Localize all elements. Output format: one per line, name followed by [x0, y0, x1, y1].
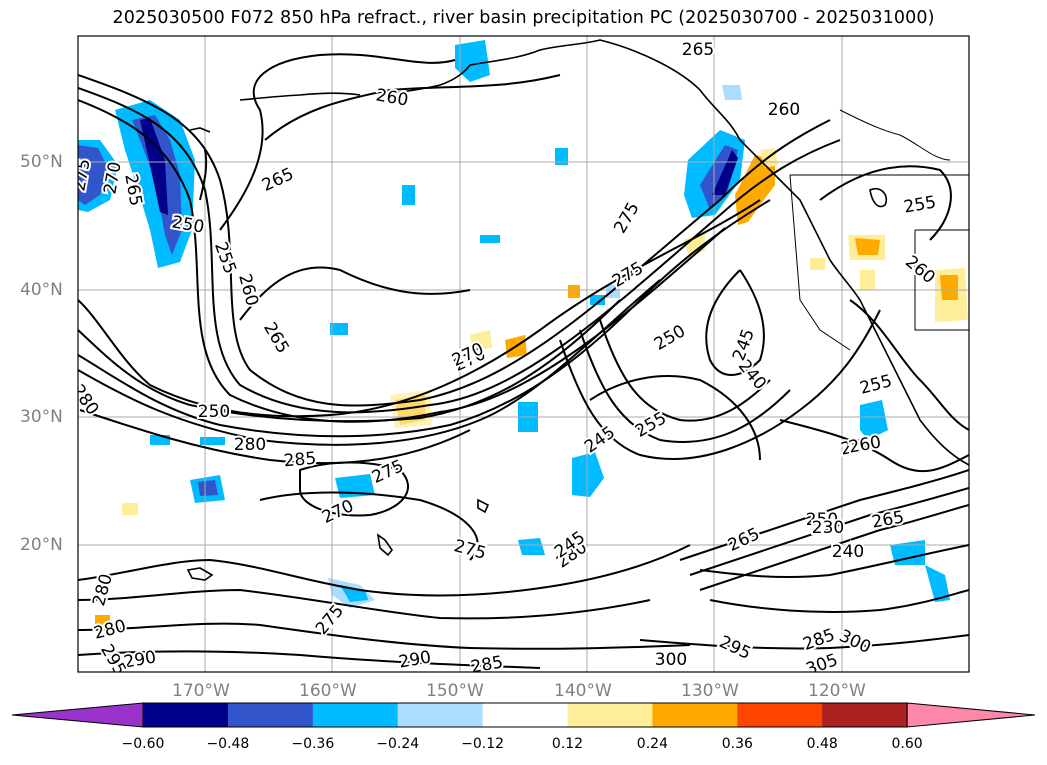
lon-label-150w: 150°W — [426, 681, 484, 701]
colorbar-tick-label: −0.48 — [206, 736, 250, 752]
lon-label-120w: 120°W — [808, 681, 866, 701]
colorbar-cell — [822, 703, 908, 727]
contour-label: 280 — [234, 435, 266, 455]
colorbar-tick-label: 0.48 — [806, 736, 838, 752]
colorbar-cell — [482, 703, 568, 727]
colorbar-cell — [143, 703, 229, 727]
contour-label: 250 — [198, 402, 230, 422]
lat-label-50n: 50°N — [20, 152, 63, 172]
contour-label: 240 — [832, 542, 864, 562]
colorbar-cell — [652, 703, 738, 727]
colorbar-tick-label: −0.36 — [291, 736, 335, 752]
colorbar-tick-label: −0.12 — [461, 736, 505, 752]
colorbar-tick-label: 0.60 — [891, 736, 923, 752]
lat-label-40n: 40°N — [20, 280, 63, 300]
contour-label: 300 — [655, 650, 687, 670]
colorbar-tick-label: 0.12 — [551, 736, 584, 752]
colorbar-cell — [312, 703, 399, 727]
coastlines — [186, 39, 969, 581]
lon-label-130w: 130°W — [681, 681, 739, 701]
contour-label: 285 — [283, 449, 317, 472]
colorbar-arrow-right — [906, 702, 1036, 728]
colorbar-arrow-left — [11, 702, 144, 728]
colorbar-cell — [227, 703, 314, 727]
lat-label-30n: 30°N — [20, 407, 63, 427]
contour-label: 250 — [170, 212, 205, 237]
colorbar-tick-label: 0.36 — [721, 736, 753, 752]
map-title: 2025030500 F072 850 hPa refract., river … — [112, 8, 935, 28]
contour-label: 230 — [812, 518, 844, 538]
borders — [789, 109, 969, 351]
colorbar-cell — [567, 703, 653, 727]
lon-label-140w: 140°W — [554, 681, 612, 701]
contour-label: 265 — [682, 40, 714, 60]
contour-label: 290 — [122, 647, 157, 672]
contour-label: 285 — [469, 652, 504, 677]
colorbar-tick-label: −0.24 — [376, 736, 420, 752]
lon-label-170w: 170°W — [172, 681, 230, 701]
colorbar-cell — [397, 703, 484, 727]
colorbar-cell — [737, 703, 823, 727]
colorbar — [11, 702, 1036, 728]
colorbar-tick-label: −0.60 — [121, 736, 165, 752]
contour-label: 260 — [374, 85, 409, 110]
contour-lines — [78, 53, 969, 669]
contour-label: 260 — [768, 100, 800, 120]
colorbar-tick-label: 0.24 — [636, 736, 668, 752]
lat-label-20n: 20°N — [20, 535, 63, 555]
lon-label-160w: 160°W — [299, 681, 357, 701]
contour-label: 250 — [806, 510, 838, 530]
